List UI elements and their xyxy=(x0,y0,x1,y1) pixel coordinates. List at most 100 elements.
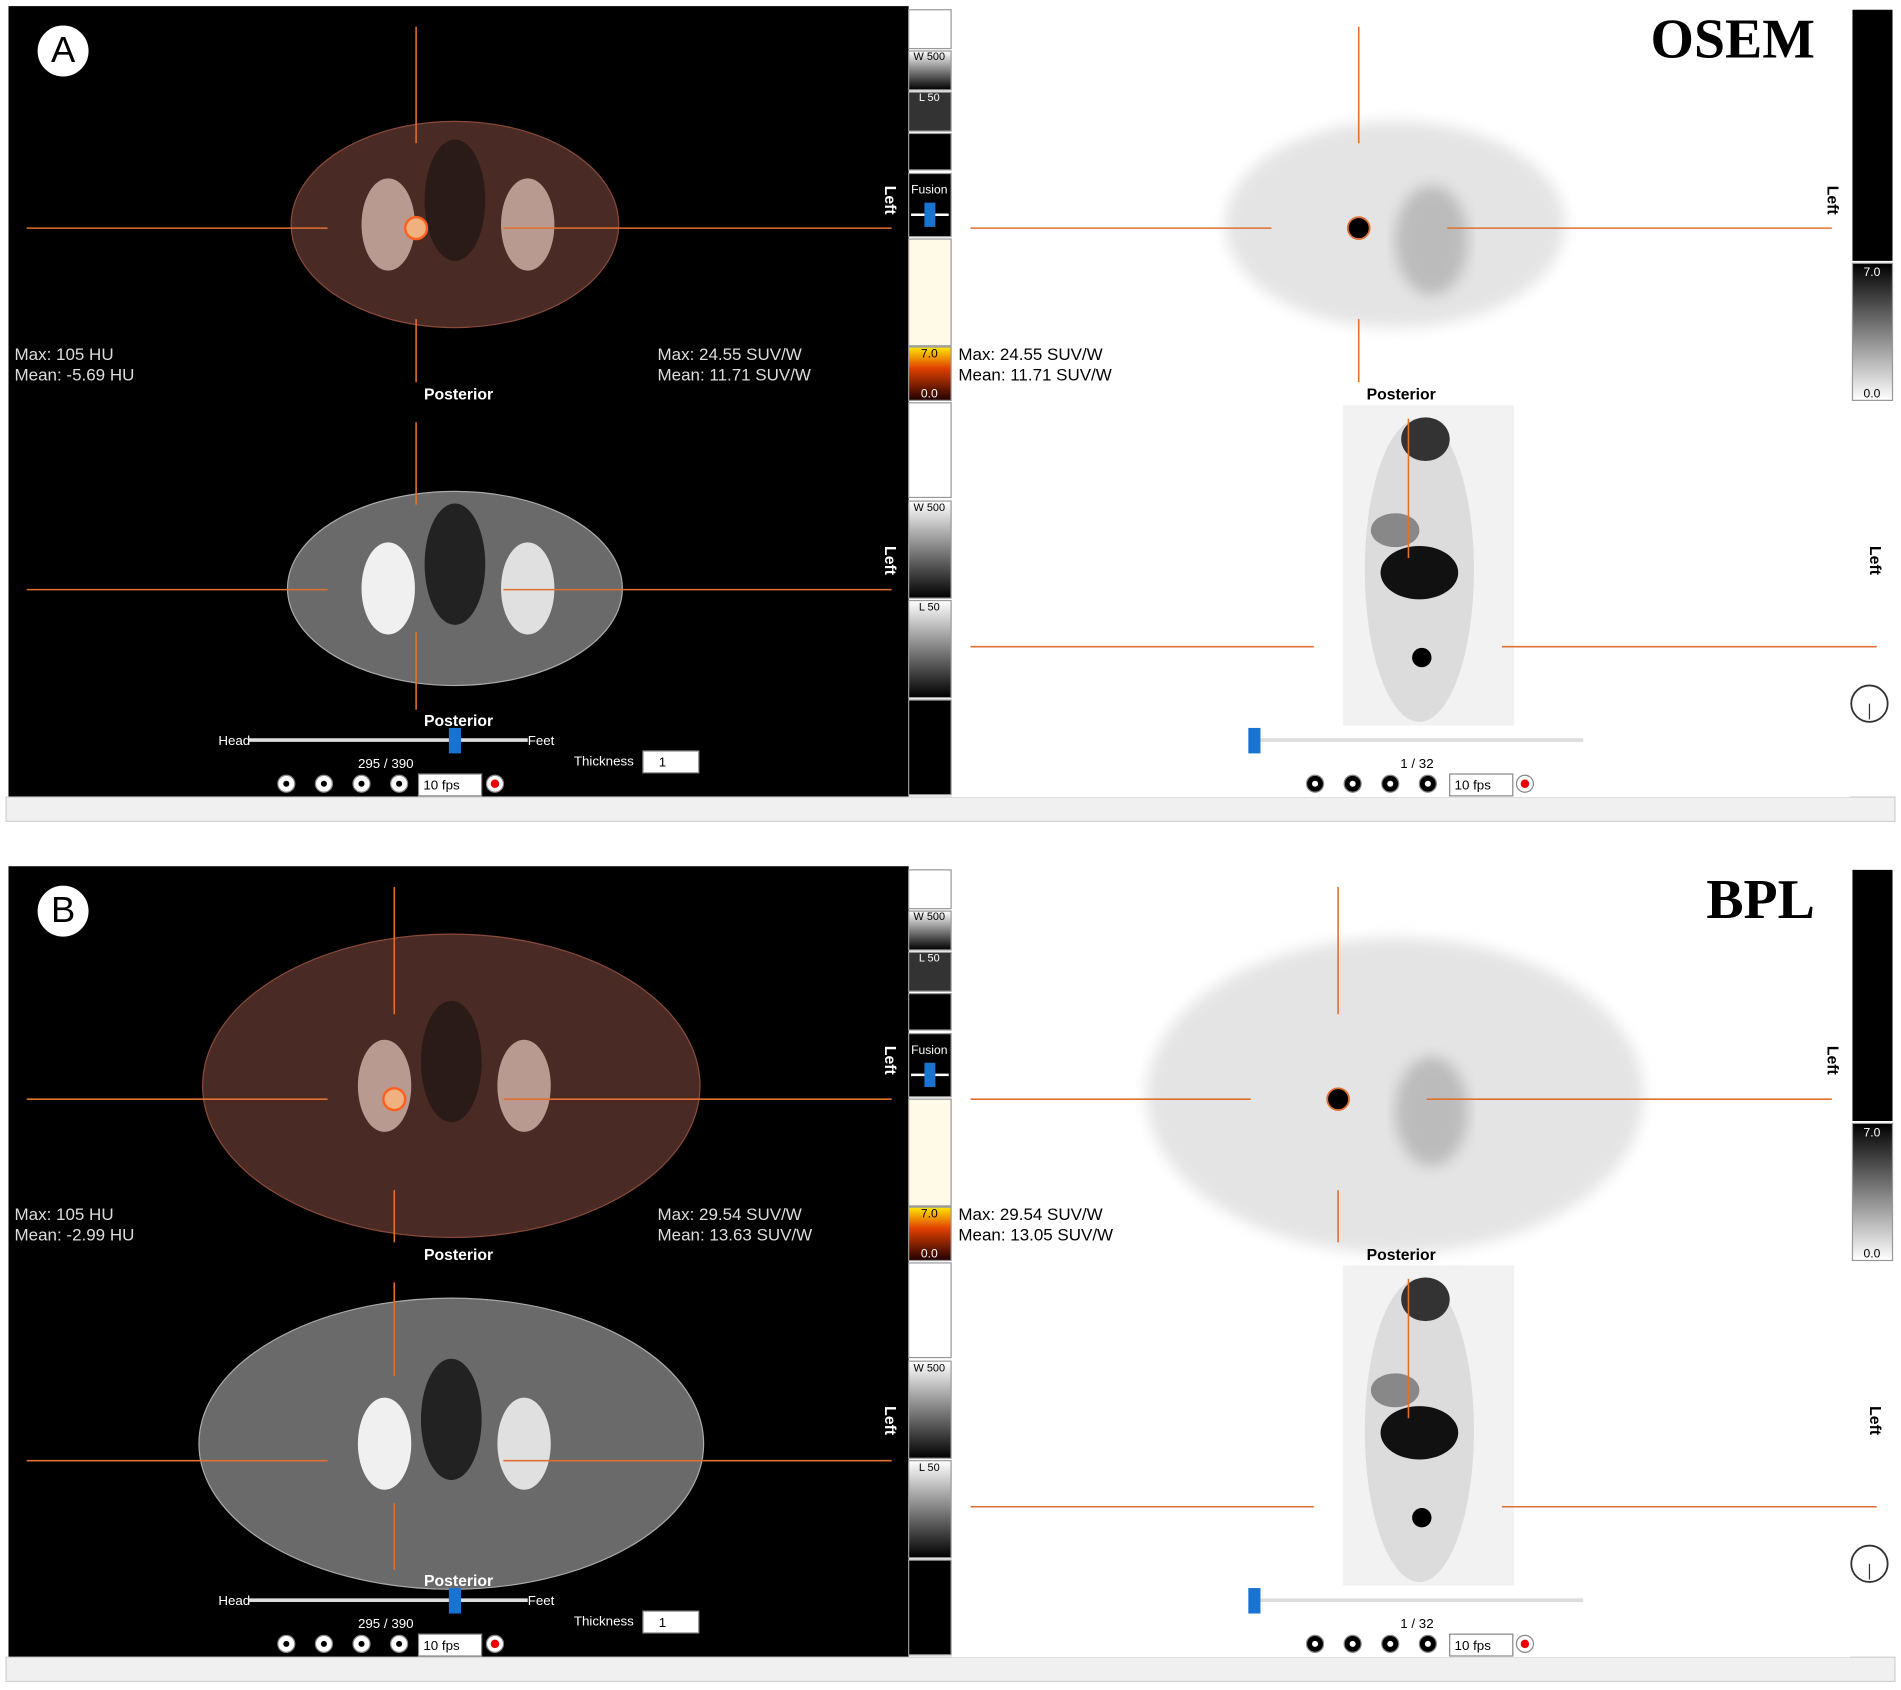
suv-max: 7.0 xyxy=(921,1207,938,1221)
colorbar-cell xyxy=(908,238,952,347)
slider-label: Feet xyxy=(528,733,555,748)
pet-body xyxy=(1225,121,1565,328)
rotate-icon[interactable] xyxy=(1850,1544,1889,1583)
mip-bladder xyxy=(1412,1507,1432,1528)
button-icon xyxy=(1349,780,1356,787)
suv-max: 7.0 xyxy=(1863,265,1880,279)
slider-thumb[interactable] xyxy=(448,727,461,754)
window-bar xyxy=(908,910,952,951)
slider-thumb[interactable] xyxy=(448,1588,461,1614)
bowel xyxy=(424,139,486,261)
rotate-icon[interactable] xyxy=(1850,684,1889,723)
level-label: L 50 xyxy=(919,602,940,614)
pet-mean: Mean: 13.05 SUV/W xyxy=(958,1226,1113,1245)
slider-label: Head xyxy=(218,733,250,748)
bone xyxy=(501,178,555,271)
slider-label: Feet xyxy=(528,1593,555,1608)
button-icon xyxy=(320,780,327,787)
button-icon xyxy=(1312,780,1319,787)
lesion xyxy=(403,215,429,241)
colorbar-cell xyxy=(908,699,952,796)
colorbar-cell xyxy=(908,402,952,499)
fps-select[interactable] xyxy=(417,773,483,797)
window-bar xyxy=(908,500,952,599)
colorbar-cell xyxy=(908,1559,952,1656)
button-icon xyxy=(1424,1640,1431,1647)
panel-label: A xyxy=(51,29,76,70)
fusion-label: Fusion xyxy=(911,183,947,197)
level-bar xyxy=(908,91,952,132)
suv-min: 0.0 xyxy=(1863,1247,1880,1261)
button-icon xyxy=(1424,780,1431,787)
fps-select[interactable] xyxy=(1449,773,1514,797)
bone xyxy=(357,1397,412,1490)
mip-head xyxy=(1401,1277,1450,1322)
ct-mean: Mean: -5.69 HU xyxy=(15,366,135,385)
thickness-input[interactable] xyxy=(642,750,700,774)
side-label: Left xyxy=(881,546,898,576)
pet-uptake xyxy=(1395,185,1468,295)
pet-colorbar xyxy=(1851,262,1894,401)
pet-colorbar xyxy=(1852,869,1893,1121)
colorbar-cell xyxy=(908,1262,952,1359)
pet-lesion xyxy=(1326,1087,1350,1111)
suv-bar xyxy=(908,346,952,401)
fusion-label: Fusion xyxy=(911,1043,947,1057)
button-icon xyxy=(320,1640,327,1647)
fps-select[interactable] xyxy=(1449,1633,1514,1657)
orientation: Posterior xyxy=(424,1247,493,1264)
slider-thumb[interactable] xyxy=(1248,727,1261,754)
side-label: Left xyxy=(881,1046,898,1076)
orientation: Posterior xyxy=(424,387,493,404)
level-bar xyxy=(908,1460,952,1559)
colorbar-cell xyxy=(908,869,952,910)
thickness-label: Thickness xyxy=(574,1614,634,1629)
fps-value: 10 fps xyxy=(1455,1638,1492,1653)
ct-mean: Mean: -2.99 HU xyxy=(15,1226,135,1245)
bone xyxy=(357,1039,412,1132)
button-icon xyxy=(358,1640,365,1647)
pet-max: Max: 24.55 SUV/W xyxy=(658,345,802,364)
bowel xyxy=(420,1358,482,1481)
method-title: OSEM xyxy=(1651,9,1815,71)
suv-bar xyxy=(908,1206,952,1262)
pet-mean: Mean: 11.71 SUV/W xyxy=(658,366,811,385)
ct-max: Max: 105 HU xyxy=(15,345,114,364)
window-label: W 500 xyxy=(914,51,946,63)
window-bar xyxy=(908,1360,952,1459)
fps-select[interactable] xyxy=(417,1633,483,1657)
panel-label: B xyxy=(51,889,75,930)
side-label: Left xyxy=(1866,546,1883,576)
bone xyxy=(497,1397,551,1490)
colorbar-cell xyxy=(908,1098,952,1207)
level-label: L 50 xyxy=(919,1462,940,1474)
button-icon xyxy=(283,780,290,787)
slider-thumb[interactable] xyxy=(1248,1588,1261,1614)
pet-max: Max: 29.54 SUV/W xyxy=(658,1205,802,1224)
suv-max: 7.0 xyxy=(1863,1125,1880,1139)
bottom-bar xyxy=(5,1656,1896,1683)
fps-value: 10 fps xyxy=(1455,778,1492,793)
side-label: Left xyxy=(1866,1406,1883,1436)
colorbar-cell xyxy=(908,132,952,171)
level-bar xyxy=(908,599,952,699)
window-label: W 500 xyxy=(914,911,946,923)
fusion-thumb[interactable] xyxy=(924,202,936,227)
suv-min: 0.0 xyxy=(1863,387,1880,401)
bowel xyxy=(424,503,486,625)
thickness-value: 1 xyxy=(659,755,666,770)
mip-kidneys xyxy=(1380,1406,1459,1460)
fusion-thumb[interactable] xyxy=(924,1062,936,1088)
orientation: Posterior xyxy=(1367,1247,1436,1264)
pet-colorbar xyxy=(1852,9,1893,261)
pet-uptake xyxy=(1395,1056,1468,1166)
suv-min: 0.0 xyxy=(921,1247,938,1261)
thickness-input[interactable] xyxy=(642,1610,700,1634)
window-label: W 500 xyxy=(914,1362,946,1374)
ct-max: Max: 105 HU xyxy=(15,1205,114,1224)
mip-bladder xyxy=(1412,647,1432,668)
pet-body xyxy=(1146,937,1644,1254)
button-icon xyxy=(283,1640,290,1647)
